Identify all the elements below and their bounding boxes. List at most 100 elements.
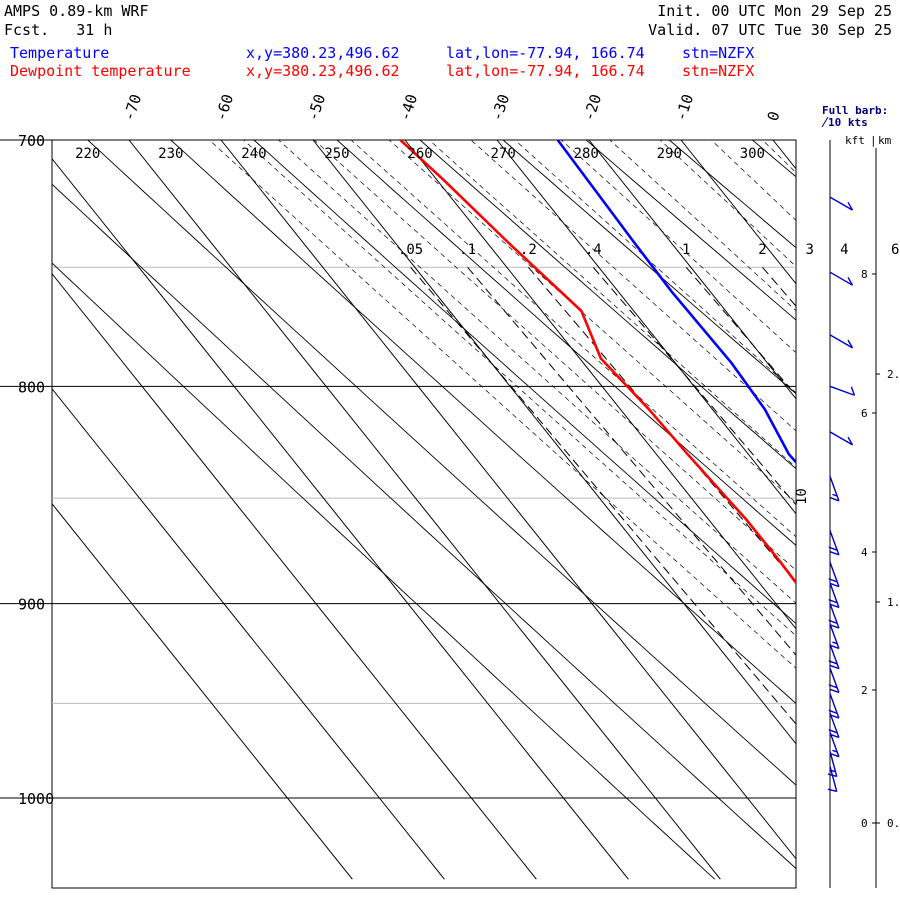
barb-flag xyxy=(828,660,838,665)
km-label-2: 0. xyxy=(887,817,900,830)
mixing-ratio-label-3: .4 xyxy=(585,242,602,258)
kft-label-2: 2 xyxy=(861,684,868,697)
temperature-tick-4: -30 xyxy=(488,92,513,123)
dry-adiabat xyxy=(253,140,796,625)
moist-adiabat xyxy=(243,140,796,637)
barb-staff xyxy=(829,712,840,738)
barb-flag xyxy=(850,386,856,396)
wind-barb-11 xyxy=(828,643,840,670)
temperature-tick-6: -10 xyxy=(672,92,697,123)
isotherm xyxy=(51,273,537,880)
unit-separator: | xyxy=(870,134,877,147)
barb-flag xyxy=(828,619,838,625)
pressure-label-700: 700 xyxy=(18,132,45,150)
barb-flag xyxy=(830,603,840,609)
barb-flag xyxy=(828,546,838,551)
moist-adiabat xyxy=(561,140,796,354)
moist-adiabat xyxy=(609,140,796,312)
barb-staff xyxy=(829,732,840,757)
dry-adiabat xyxy=(419,140,796,470)
isotherm xyxy=(772,139,797,170)
isotherm xyxy=(680,139,797,285)
mixing-ratio-line xyxy=(410,266,797,725)
dry-adiabat xyxy=(87,140,796,786)
barb-flag xyxy=(847,277,854,286)
wind-barb-8 xyxy=(828,582,840,609)
pressure-label-1000: 1000 xyxy=(18,790,54,808)
wind-barb-1 xyxy=(829,271,854,286)
barb-note-title: Full barb: xyxy=(822,104,888,117)
barb-staff xyxy=(829,271,853,286)
kft-label-8: 8 xyxy=(861,268,868,281)
barb-staff xyxy=(829,582,840,608)
dry-adiabat xyxy=(52,183,796,870)
barb-flag xyxy=(827,788,837,793)
barb-flag xyxy=(828,729,838,734)
legend-dewpoint-label: Dewpoint temperature xyxy=(10,62,191,80)
wind-barb-13 xyxy=(828,693,840,719)
barb-flag xyxy=(828,578,838,583)
temperature-tick-5: -20 xyxy=(580,92,605,123)
wind-barb-4 xyxy=(829,431,854,446)
isotherm xyxy=(128,139,721,880)
km-label-1: 1. xyxy=(887,596,900,609)
dry-adiabat xyxy=(52,262,716,880)
wind-barb-3 xyxy=(829,385,856,396)
isotherm xyxy=(312,139,797,745)
barb-staff xyxy=(829,334,853,349)
mixing-ratio-label-1: .1 xyxy=(459,242,476,258)
barb-flag xyxy=(830,688,840,694)
barb-note-icon xyxy=(821,116,829,128)
forecast-hour: Fcst. 31 h xyxy=(4,21,113,39)
km-label-0: 2. xyxy=(887,368,900,381)
km-unit-label: km xyxy=(878,134,892,147)
barb-flag xyxy=(830,551,840,556)
wind-barb-9 xyxy=(828,603,840,629)
barb-staff xyxy=(829,603,840,629)
temperature-tick-1: -60 xyxy=(212,92,237,123)
dry-adiabat xyxy=(752,140,796,178)
isotherm xyxy=(51,503,353,880)
mixing-ratio-label-4: 1 xyxy=(682,242,690,258)
barb-annotation: 10 xyxy=(794,488,810,505)
barb-note-value: 10 kts xyxy=(828,116,868,129)
mixing-ratio-line xyxy=(527,266,797,583)
dry-adiabat xyxy=(585,140,796,321)
kft-label-4: 4 xyxy=(861,546,868,559)
legend-temperature-xy: x,y=380.23,496.62 xyxy=(246,44,400,62)
theta-label-2: 240 xyxy=(241,146,266,162)
isotherm xyxy=(51,388,445,880)
barb-flag xyxy=(828,599,838,604)
legend-dewpoint-xy: x,y=380.23,496.62 xyxy=(246,62,400,80)
temperature-tick-0: -70 xyxy=(120,92,145,123)
dry-adiabat xyxy=(502,140,796,395)
barb-flag xyxy=(830,714,840,719)
legend-temperature-label: Temperature xyxy=(10,44,110,62)
barb-staff xyxy=(829,196,853,211)
barb-flag xyxy=(847,201,854,211)
wind-barb-17 xyxy=(827,766,838,793)
wind-barb-15 xyxy=(829,732,840,758)
barb-staff xyxy=(829,643,840,669)
barb-flag xyxy=(847,339,854,349)
isotherm xyxy=(220,139,797,860)
barb-half-flag xyxy=(832,749,838,753)
mixing-ratio-label-2: .2 xyxy=(520,242,537,258)
temperature-tick-3: -40 xyxy=(396,92,421,123)
mixing-ratio-line xyxy=(592,266,797,506)
mixing-ratio-label-5: 2 xyxy=(758,242,766,258)
pressure-label-900: 900 xyxy=(18,596,45,614)
barb-flag xyxy=(830,624,840,629)
moist-adiabat xyxy=(470,140,796,432)
wind-barb-10 xyxy=(829,623,840,650)
barb-staff xyxy=(829,385,855,396)
wind-barb-7 xyxy=(828,561,840,588)
mixing-ratio-label-6: 3 xyxy=(805,242,813,258)
barb-flag xyxy=(830,733,840,739)
dry-adiabat xyxy=(669,140,796,249)
dewpoint-profile xyxy=(399,140,796,585)
barb-flag xyxy=(828,709,838,715)
isotherm xyxy=(51,158,629,880)
mixing-ratio-line xyxy=(762,266,797,307)
